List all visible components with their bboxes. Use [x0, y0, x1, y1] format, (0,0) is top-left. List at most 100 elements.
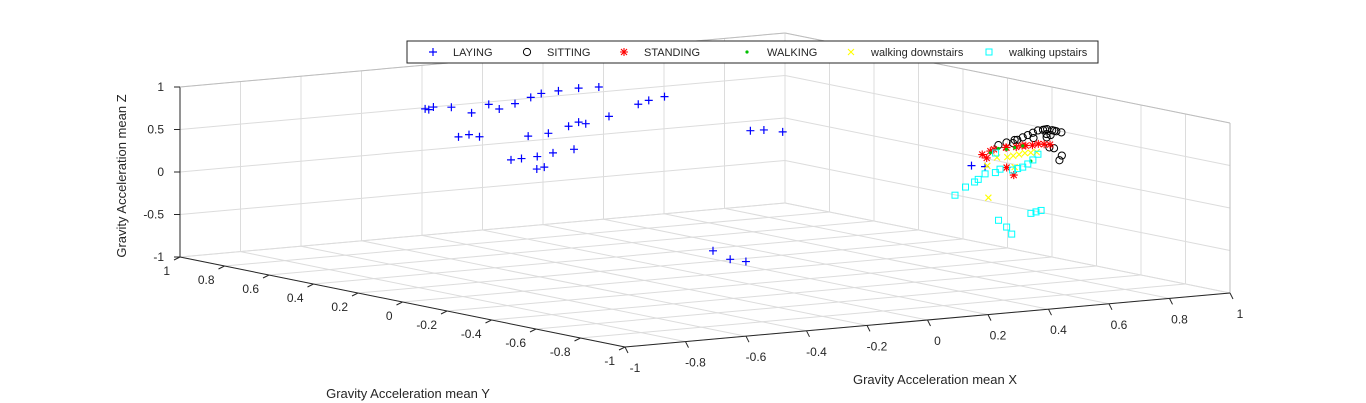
legend[interactable]: LAYING SITTING STANDING WALKING walking down…: [406, 40, 1099, 64]
back-wall-grid-line: [179, 117, 786, 173]
point-standing: [1002, 143, 1011, 152]
point-laying: [544, 129, 553, 138]
x-tick-label: 0.6: [1111, 318, 1128, 332]
y-tick-label: 0.2: [331, 300, 348, 314]
point-laying: [594, 82, 603, 91]
point-laying: [564, 122, 573, 131]
y-tick-label: -0.4: [461, 327, 482, 341]
legend-item-sitting[interactable]: SITTING: [522, 47, 590, 59]
y-tick-label: -0.2: [416, 318, 437, 332]
point-laying: [574, 84, 583, 93]
point-laying: [604, 112, 613, 121]
point-standing: [1002, 163, 1011, 172]
point-laying: [537, 89, 546, 98]
floor-grid-line: [402, 247, 1008, 303]
point-sitting: [1046, 130, 1055, 140]
point-laying: [495, 105, 504, 114]
x-tick-mark: [987, 314, 992, 321]
point-standing: [1034, 139, 1043, 148]
point-laying: [634, 100, 643, 109]
point-laying: [778, 127, 787, 136]
point-laying: [484, 100, 493, 109]
legend-box: [406, 40, 1099, 64]
z-axis-label: Gravity Acceleration mean Z: [114, 94, 129, 257]
point-walking-downstairs: [984, 194, 992, 202]
point-walking-upstairs: [1037, 206, 1045, 214]
legend-item-walking-downstairs[interactable]: walking downstairs: [847, 47, 964, 59]
point-walking-upstairs: [1027, 209, 1035, 217]
legend-item-standing[interactable]: STANDING: [620, 47, 700, 59]
point-laying: [741, 257, 750, 266]
point-sitting: [1028, 128, 1037, 137]
point-laying: [524, 132, 533, 141]
y-tick-label: 0.6: [242, 282, 259, 296]
back-wall-grid-line: [179, 75, 786, 130]
point-laying: [507, 155, 515, 164]
legend-marker-sitting: [522, 47, 532, 57]
point-sitting: [1057, 151, 1066, 160]
legend-item-walking[interactable]: WALKING: [745, 47, 817, 59]
point-laying: [447, 103, 456, 112]
floor-grid-line: [603, 218, 1049, 310]
y-tick-mark: [485, 319, 492, 324]
axes-grid: [179, 32, 1231, 348]
point-standing: [1021, 141, 1030, 150]
legend-label-standing: STANDING: [644, 47, 700, 59]
x-tick-mark: [1108, 303, 1113, 311]
floor-grid-line: [724, 207, 1170, 299]
y-tick-label: -0.6: [505, 336, 526, 350]
x-axis-label: Gravity Acceleration mean X: [853, 372, 1017, 387]
point-walking-upstairs: [1008, 230, 1016, 238]
floor-grid-line: [542, 224, 989, 316]
point-walking: [996, 146, 1001, 151]
point-laying: [644, 96, 653, 105]
point-walking: [1013, 146, 1017, 150]
point-standing: [989, 145, 998, 154]
y-tick-mark: [307, 283, 314, 288]
side-wall-grid-line: [784, 202, 1231, 294]
x-tick-label: 0.2: [990, 329, 1007, 343]
y-tick-label: 0.8: [198, 273, 215, 287]
point-laying: [475, 132, 484, 141]
legend-item-walking-upstairs[interactable]: walking upstairs: [985, 47, 1088, 59]
point-standing: [1009, 171, 1018, 180]
point-walking-upstairs: [962, 183, 969, 191]
point-walking-upstairs: [1034, 150, 1042, 158]
z-tick-label: 0: [157, 165, 164, 179]
z-tick-label: 0.5: [147, 123, 164, 137]
point-laying: [759, 125, 768, 134]
axes-tick-labels: -1 -0.8 -0.6 -0.4 -0.2 0 0.2 0.4 0.6 0.8 1 1 0.8 0.6 0…: [143, 80, 1243, 375]
point-walking-upstairs: [1009, 166, 1017, 174]
y-tick-label: 0.4: [287, 291, 304, 305]
point-laying: [746, 126, 755, 135]
point-laying: [532, 165, 541, 174]
y-tick-label: -1: [604, 354, 615, 368]
x-tick-mark: [685, 341, 689, 348]
x-tick-label: -0.8: [685, 356, 706, 370]
point-laying: [424, 105, 433, 114]
point-walking-downstairs: [983, 162, 991, 170]
x-tick-label: 0.4: [1050, 323, 1067, 337]
point-standing: [1028, 141, 1037, 150]
point-standing: [1040, 140, 1049, 149]
point-sitting: [1055, 156, 1064, 165]
legend-item-laying[interactable]: LAYING: [429, 47, 493, 59]
point-walking: [1004, 147, 1009, 151]
x-tick-mark: [866, 325, 871, 332]
back-wall-grid-line: [179, 202, 786, 258]
x-tick-mark: [624, 346, 629, 354]
point-laying: [421, 104, 430, 113]
point-walking-upstairs: [971, 178, 979, 186]
x-tick-label: 1: [1237, 307, 1244, 321]
point-walking-upstairs: [1003, 223, 1011, 231]
x-tick-label: 0.8: [1171, 312, 1188, 326]
legend-label-laying: LAYING: [453, 47, 493, 59]
x-tick-mark: [806, 330, 810, 338]
point-standing: [982, 153, 991, 162]
point-walking-downstairs: [1021, 149, 1029, 157]
x-tick-label: 0: [934, 334, 941, 348]
back-wall-grid-line: [179, 160, 786, 215]
y-tick-label: 1: [163, 264, 170, 278]
point-walking-downstairs: [1009, 152, 1017, 160]
